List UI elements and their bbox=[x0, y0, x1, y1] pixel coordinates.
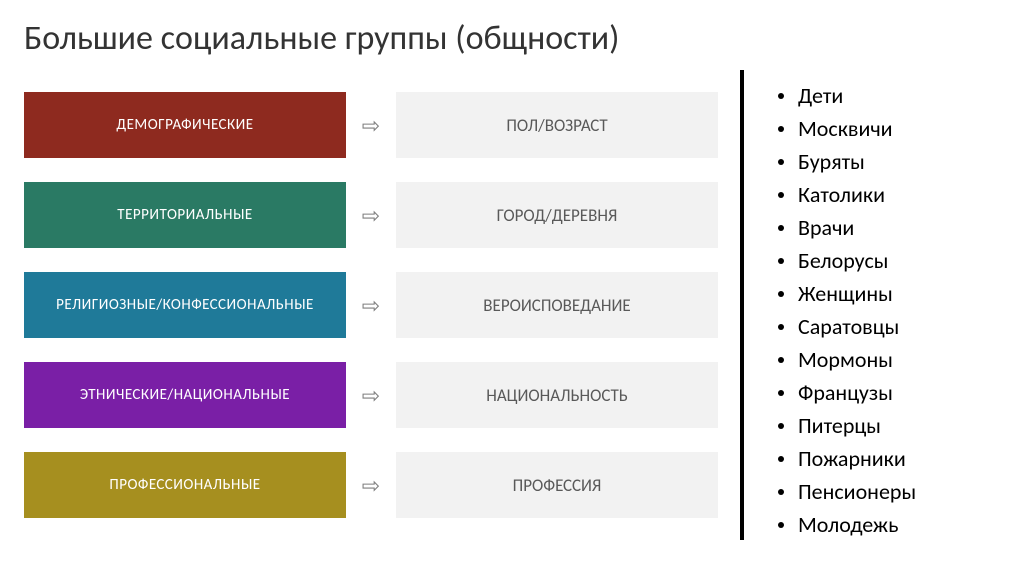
criterion-box: ПРОФЕССИЯ bbox=[396, 452, 718, 518]
example-label: Пенсионеры bbox=[798, 478, 916, 505]
diagram-row: РЕЛИГИОЗНЫЕ/КОНФЕССИОНАЛЬНЫЕ ⇨ ВЕРОИСПОВ… bbox=[24, 272, 722, 338]
diagram-area: ДЕМОГРАФИЧЕСКИЕ ⇨ ПОЛ/ВОЗРАСТ ТЕРРИТОРИА… bbox=[24, 92, 722, 542]
criterion-box: НАЦИОНАЛЬНОСТЬ bbox=[396, 362, 718, 428]
arrow-wrap: ⇨ bbox=[346, 292, 396, 319]
criterion-box: ГОРОД/ДЕРЕВНЯ bbox=[396, 182, 718, 248]
arrow-wrap: ⇨ bbox=[346, 472, 396, 499]
bullet-icon bbox=[778, 324, 784, 330]
list-item: Питерцы bbox=[772, 412, 1002, 439]
list-item: Врачи bbox=[772, 214, 1002, 241]
bullet-icon bbox=[778, 291, 784, 297]
arrow-icon: ⇨ bbox=[362, 472, 380, 499]
diagram-row: ДЕМОГРАФИЧЕСКИЕ ⇨ ПОЛ/ВОЗРАСТ bbox=[24, 92, 722, 158]
list-item: Мормоны bbox=[772, 346, 1002, 373]
example-label: Москвичи bbox=[798, 115, 893, 142]
category-box-professional: ПРОФЕССИОНАЛЬНЫЕ bbox=[24, 452, 346, 518]
bullet-icon bbox=[778, 258, 784, 264]
example-label: Католики bbox=[798, 181, 885, 208]
example-label: Буряты bbox=[798, 148, 865, 175]
criterion-box: ПОЛ/ВОЗРАСТ bbox=[396, 92, 718, 158]
bullet-icon bbox=[778, 522, 784, 528]
diagram-row: ЭТНИЧЕСКИЕ/НАЦИОНАЛЬНЫЕ ⇨ НАЦИОНАЛЬНОСТЬ bbox=[24, 362, 722, 428]
bullet-icon bbox=[778, 489, 784, 495]
examples-list: Дети Москвичи Буряты Католики Врачи Бело… bbox=[772, 82, 1002, 544]
example-label: Мормоны bbox=[798, 346, 893, 373]
list-item: Саратовцы bbox=[772, 313, 1002, 340]
criterion-box: ВЕРОИСПОВЕДАНИЕ bbox=[396, 272, 718, 338]
list-item: Католики bbox=[772, 181, 1002, 208]
bullet-icon bbox=[778, 126, 784, 132]
example-label: Пожарники bbox=[798, 445, 906, 472]
diagram-row: ПРОФЕССИОНАЛЬНЫЕ ⇨ ПРОФЕССИЯ bbox=[24, 452, 722, 518]
category-box-territorial: ТЕРРИТОРИАЛЬНЫЕ bbox=[24, 182, 346, 248]
example-label: Молодежь bbox=[798, 511, 898, 538]
bullet-icon bbox=[778, 225, 784, 231]
arrow-icon: ⇨ bbox=[362, 202, 380, 229]
example-label: Питерцы bbox=[798, 412, 881, 439]
example-label: Врачи bbox=[798, 214, 854, 241]
slide-title: Большие социальные группы (общности) bbox=[24, 18, 619, 59]
example-label: Женщины bbox=[798, 280, 893, 307]
category-box-religious: РЕЛИГИОЗНЫЕ/КОНФЕССИОНАЛЬНЫЕ bbox=[24, 272, 346, 338]
arrow-icon: ⇨ bbox=[362, 112, 380, 139]
bullet-icon bbox=[778, 159, 784, 165]
list-item: Пожарники bbox=[772, 445, 1002, 472]
example-label: Белорусы bbox=[798, 247, 888, 274]
example-label: Дети bbox=[798, 82, 843, 109]
list-item: Молодежь bbox=[772, 511, 1002, 538]
list-item: Буряты bbox=[772, 148, 1002, 175]
list-item: Женщины bbox=[772, 280, 1002, 307]
list-item: Французы bbox=[772, 379, 1002, 406]
list-item: Белорусы bbox=[772, 247, 1002, 274]
list-item: Пенсионеры bbox=[772, 478, 1002, 505]
arrow-wrap: ⇨ bbox=[346, 382, 396, 409]
bullet-icon bbox=[778, 390, 784, 396]
diagram-row: ТЕРРИТОРИАЛЬНЫЕ ⇨ ГОРОД/ДЕРЕВНЯ bbox=[24, 182, 722, 248]
list-item: Москвичи bbox=[772, 115, 1002, 142]
arrow-wrap: ⇨ bbox=[346, 202, 396, 229]
bullet-icon bbox=[778, 456, 784, 462]
example-label: Саратовцы bbox=[798, 313, 899, 340]
category-box-ethnic: ЭТНИЧЕСКИЕ/НАЦИОНАЛЬНЫЕ bbox=[24, 362, 346, 428]
example-label: Французы bbox=[798, 379, 893, 406]
vertical-divider bbox=[740, 70, 744, 540]
list-item: Дети bbox=[772, 82, 1002, 109]
arrow-icon: ⇨ bbox=[362, 382, 380, 409]
category-box-demographic: ДЕМОГРАФИЧЕСКИЕ bbox=[24, 92, 346, 158]
bullet-icon bbox=[778, 423, 784, 429]
bullet-icon bbox=[778, 93, 784, 99]
bullet-icon bbox=[778, 192, 784, 198]
bullet-icon bbox=[778, 357, 784, 363]
arrow-wrap: ⇨ bbox=[346, 112, 396, 139]
arrow-icon: ⇨ bbox=[362, 292, 380, 319]
